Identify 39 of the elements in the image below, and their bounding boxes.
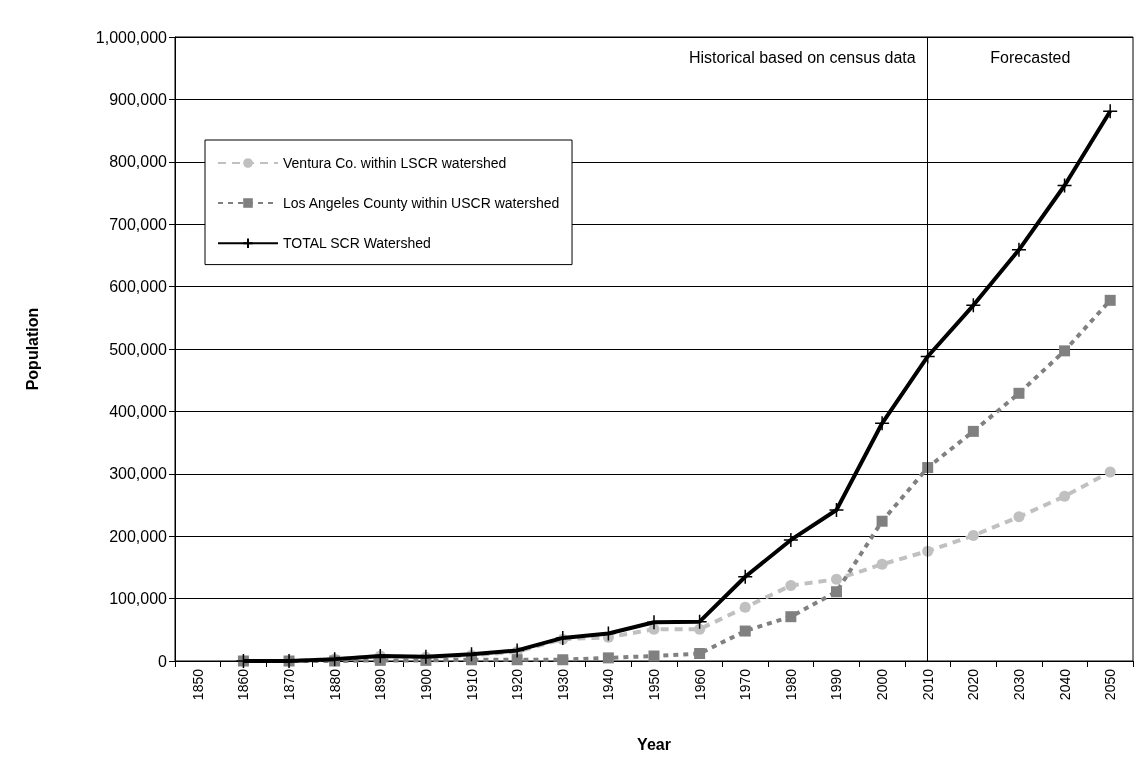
y-tick-label: 700,000 — [109, 215, 168, 233]
x-tick-label: 1960 — [691, 668, 708, 701]
legend-label: TOTAL SCR Watershed — [283, 235, 431, 252]
x-tick-label: 1850 — [189, 668, 206, 701]
y-tick-label: 900,000 — [109, 90, 168, 108]
y-tick-label: 500,000 — [109, 340, 168, 358]
x-axis-title: Year — [637, 735, 671, 753]
legend-label: Ventura Co. within LSCR watershed — [283, 155, 507, 171]
x-tick-label: 2020 — [965, 668, 982, 701]
y-tick-label: 100,000 — [109, 590, 168, 608]
y-tick-label: 300,000 — [109, 465, 168, 483]
x-tick-label: 1880 — [326, 668, 343, 701]
y-tick-label: 600,000 — [109, 278, 168, 296]
annotation: Forecasted — [990, 48, 1071, 66]
x-tick-label: 1970 — [737, 668, 754, 701]
y-tick-label: 1,000,000 — [95, 28, 168, 46]
y-tick-label: 200,000 — [109, 527, 168, 545]
x-tick-label: 1980 — [782, 668, 799, 701]
x-tick-label: 2040 — [1056, 668, 1073, 701]
x-tick-label: 2050 — [1102, 668, 1119, 701]
x-tick-label: 1910 — [463, 668, 480, 701]
y-axis-title: Population — [23, 307, 41, 391]
x-tick-label: 1930 — [554, 668, 571, 701]
x-tick-label: 1860 — [235, 668, 252, 701]
y-tick-label: 800,000 — [109, 153, 168, 171]
x-tick-label: 1940 — [600, 668, 617, 701]
x-tick-label: 2000 — [874, 668, 891, 701]
x-tick-label: 1890 — [372, 668, 389, 701]
x-tick-label: 1870 — [281, 668, 298, 701]
y-tick-label: 0 — [158, 652, 168, 670]
x-tick-label: 1920 — [509, 668, 526, 701]
x-tick-label: 2030 — [1010, 668, 1027, 701]
legend-label: Los Angeles County within USCR watershed — [283, 195, 560, 211]
x-tick-label: 1950 — [646, 668, 662, 701]
y-tick-label: 400,000 — [109, 402, 168, 420]
annotation: Historical based on census data — [688, 48, 916, 66]
x-tick-label: 1900 — [417, 668, 434, 701]
x-tick-label: 1990 — [828, 668, 845, 701]
x-tick-label: 2010 — [919, 668, 936, 701]
